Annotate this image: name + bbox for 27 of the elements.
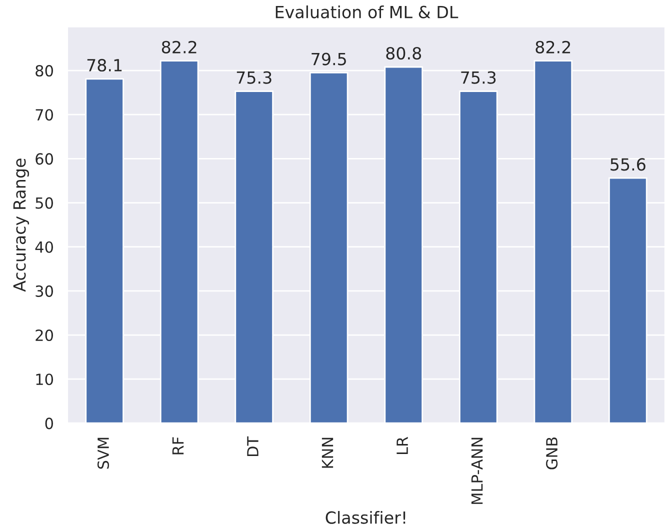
x-tick-label: LR: [396, 436, 408, 454]
data-label: 78.1: [87, 58, 122, 72]
y-tick-label: 20: [36, 330, 53, 342]
x-tick-label: GNB: [546, 437, 558, 470]
x-tick-label: DT: [247, 436, 258, 456]
data-label: 80.8: [386, 47, 422, 60]
y-tick-label: 50: [36, 197, 53, 209]
y-tick-label: 30: [36, 285, 53, 297]
data-label: 82.2: [162, 40, 196, 54]
y-tick-label: 80: [36, 65, 53, 77]
data-label: 75.3: [236, 71, 272, 84]
y-tick-label: 40: [35, 241, 53, 253]
x-tick-label: RF: [172, 437, 184, 454]
data-label: 55.6: [610, 158, 646, 171]
y-axis-title: Accuracy Range: [13, 158, 30, 292]
x-tick-label: SVM: [97, 438, 110, 469]
y-tick-label: 10: [36, 374, 53, 386]
y-tick-label: 70: [36, 109, 53, 121]
data-label: 82.2: [536, 40, 570, 54]
y-tick-label: 0: [45, 418, 53, 430]
x-tick-label: MLP-ANN: [471, 438, 483, 504]
x-tick-label: KNN: [322, 438, 334, 468]
data-label: 75.3: [461, 71, 496, 84]
y-tick-label: 60: [36, 153, 53, 165]
x-axis-title: Classifier!: [326, 510, 406, 524]
chart-title: Evaluation of ML & DL: [276, 5, 458, 18]
data-label: 79.5: [312, 52, 346, 66]
